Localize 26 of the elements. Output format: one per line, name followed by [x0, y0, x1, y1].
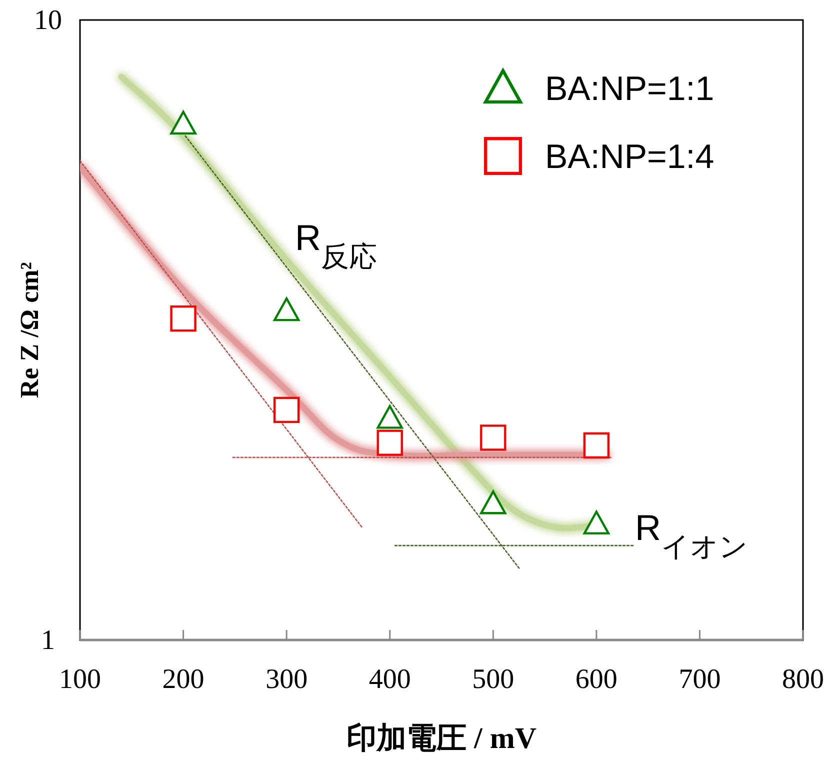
x-tick-label: 200 [162, 664, 204, 695]
x-tick-label: 500 [472, 664, 514, 695]
annotation: R$_{イオン}$ [635, 507, 748, 562]
y-axis-title: Re Z /Ω cm² [15, 262, 44, 398]
point [583, 432, 610, 458]
legend-label: BA:NP=1:4 [545, 138, 714, 176]
point [480, 424, 506, 451]
x-axis-title: 印加電圧 / mV [346, 722, 537, 755]
point [583, 510, 610, 534]
point [273, 297, 300, 322]
point [376, 404, 403, 429]
x-tick-label: 100 [59, 664, 101, 695]
point [376, 430, 403, 456]
x-tick-label: 800 [782, 664, 824, 695]
x-tick-label: 600 [575, 664, 618, 695]
y-tick-label: 10 [34, 5, 62, 36]
point [480, 490, 506, 514]
legend-label: BA:NP=1:1 [545, 70, 714, 108]
point [170, 110, 196, 135]
x-tick-label: 400 [368, 664, 411, 695]
annotation: R$_{反応}$ [295, 217, 377, 272]
x-tick-label: 300 [266, 664, 308, 695]
y-tick-label: 1 [41, 625, 55, 656]
point [170, 305, 196, 332]
point [273, 396, 300, 424]
x-tick-label: 700 [678, 664, 721, 695]
